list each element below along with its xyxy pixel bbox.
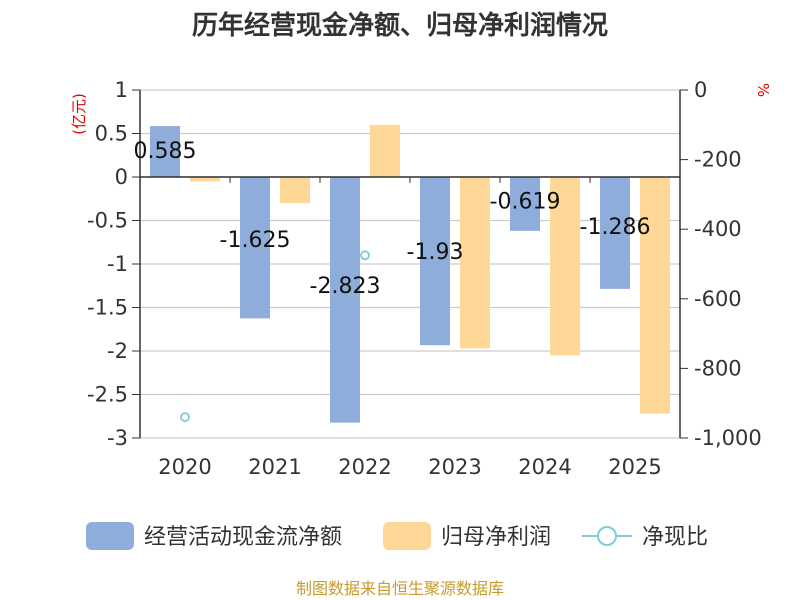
source-note: 制图数据来自恒生聚源数据库: [296, 579, 504, 598]
data-label: -1.93: [407, 240, 464, 265]
right-tick-label: 0: [694, 78, 707, 102]
bar: [420, 177, 450, 346]
bar: [330, 177, 360, 423]
x-tick-label: 2023: [428, 455, 481, 479]
bar: [370, 124, 400, 177]
legend: 经营活动现金流净额 归母净利润 净现比: [86, 522, 708, 550]
x-tick-label: 2025: [608, 455, 661, 479]
right-tick-label: -600: [694, 287, 742, 311]
legend-marker-ratio: [597, 526, 617, 546]
x-tick-label: 2021: [248, 455, 301, 479]
bar: [190, 177, 220, 182]
legend-swatch-cash: [86, 522, 134, 550]
bar: [640, 177, 670, 414]
data-label: -1.286: [580, 215, 651, 240]
x-tick-label: 2024: [518, 455, 571, 479]
right-tick-label: -200: [694, 148, 742, 172]
bar: [240, 177, 270, 319]
data-label: -1.625: [220, 228, 291, 253]
bar: [460, 177, 490, 349]
axes: 1 0.5 0 -0.5 -1 -1.5 -2 -2.5 -3 0 -200 -400 -600 -800…: [87, 78, 762, 479]
right-tick-label: -1,000: [694, 426, 762, 450]
scatter-point: [180, 412, 190, 423]
chart-title: 历年经营现金净额、归母净利润情况: [192, 10, 608, 41]
bar: [550, 177, 580, 356]
left-tick-label: -3: [107, 426, 128, 450]
left-tick-label: -2.5: [87, 383, 128, 407]
left-tick-label: -0.5: [87, 209, 128, 233]
scatter-points: [180, 250, 370, 423]
legend-label-cash: 经营活动现金流净额: [144, 525, 342, 550]
data-labels: 0.585 -1.625 -2.823 -1.93 -0.619 -1.286: [134, 139, 651, 299]
bar: [150, 126, 180, 177]
data-label: -0.619: [490, 190, 561, 215]
left-tick-label: 0.5: [95, 122, 128, 146]
right-tick-label: -800: [694, 356, 742, 380]
bar: [510, 177, 540, 231]
bar: [280, 177, 310, 204]
left-unit-label: (亿元): [70, 93, 88, 135]
x-tick-label: 2022: [338, 455, 391, 479]
scatter-point: [360, 250, 370, 261]
right-tick-label: -400: [694, 217, 742, 241]
left-tick-label: -2: [107, 339, 128, 363]
legend-label-ratio: 净现比: [642, 525, 708, 550]
right-unit-label: %: [754, 83, 772, 97]
left-tick-label: 0: [115, 165, 128, 189]
left-tick-label: 1: [115, 78, 128, 102]
data-label: 0.585: [134, 139, 197, 164]
bar: [600, 177, 630, 289]
x-tick-label: 2020: [158, 455, 211, 479]
data-label: -2.823: [310, 274, 381, 299]
bars: [150, 124, 670, 423]
left-tick-label: -1: [107, 252, 128, 276]
left-tick-label: -1.5: [87, 296, 128, 320]
legend-label-profit: 归母净利润: [441, 525, 551, 550]
legend-swatch-profit: [383, 522, 431, 550]
